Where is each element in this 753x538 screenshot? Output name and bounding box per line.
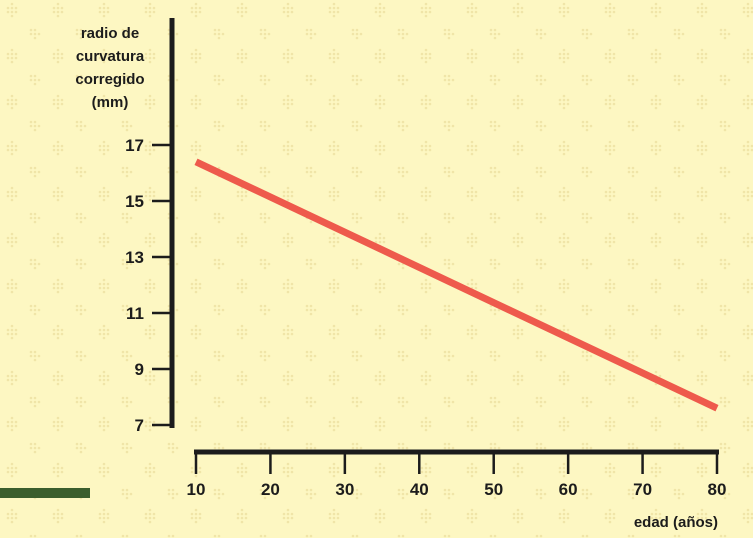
x-tick-label: 80 — [708, 480, 727, 499]
y-axis-title: radio de curvatura corregido (mm) — [75, 25, 144, 111]
y-axis-title-line-1: radio de — [81, 25, 139, 42]
x-tick-label: 40 — [410, 480, 429, 499]
x-tick-label: 60 — [559, 480, 578, 499]
y-tick-label: 15 — [125, 192, 144, 211]
x-tick-label: 30 — [335, 480, 354, 499]
y-tick-label: 11 — [126, 304, 144, 323]
x-tick-label: 50 — [484, 480, 503, 499]
series-layer — [194, 158, 719, 412]
series-line — [194, 158, 719, 412]
x-tick-label: 70 — [633, 480, 652, 499]
y-tick-label: 13 — [125, 248, 144, 267]
y-axis-ticks: 17 15 13 11 9 7 — [125, 136, 172, 435]
x-tick-label: 10 — [187, 480, 206, 499]
y-axis-title-line-4: (mm) — [92, 94, 129, 111]
green-stripe — [0, 488, 90, 498]
x-axis-title: edad (años) — [634, 514, 718, 531]
x-axis-ticks: 10 20 30 40 50 60 70 80 — [187, 452, 727, 499]
axes — [169, 18, 719, 455]
x-tick-label: 20 — [261, 480, 280, 499]
y-axis-title-line-2: curvatura — [76, 48, 145, 65]
y-tick-label: 17 — [125, 136, 144, 155]
y-tick-label: 9 — [135, 360, 144, 379]
y-tick-label: 7 — [135, 416, 144, 435]
y-axis-title-line-3: corregido — [75, 71, 144, 88]
